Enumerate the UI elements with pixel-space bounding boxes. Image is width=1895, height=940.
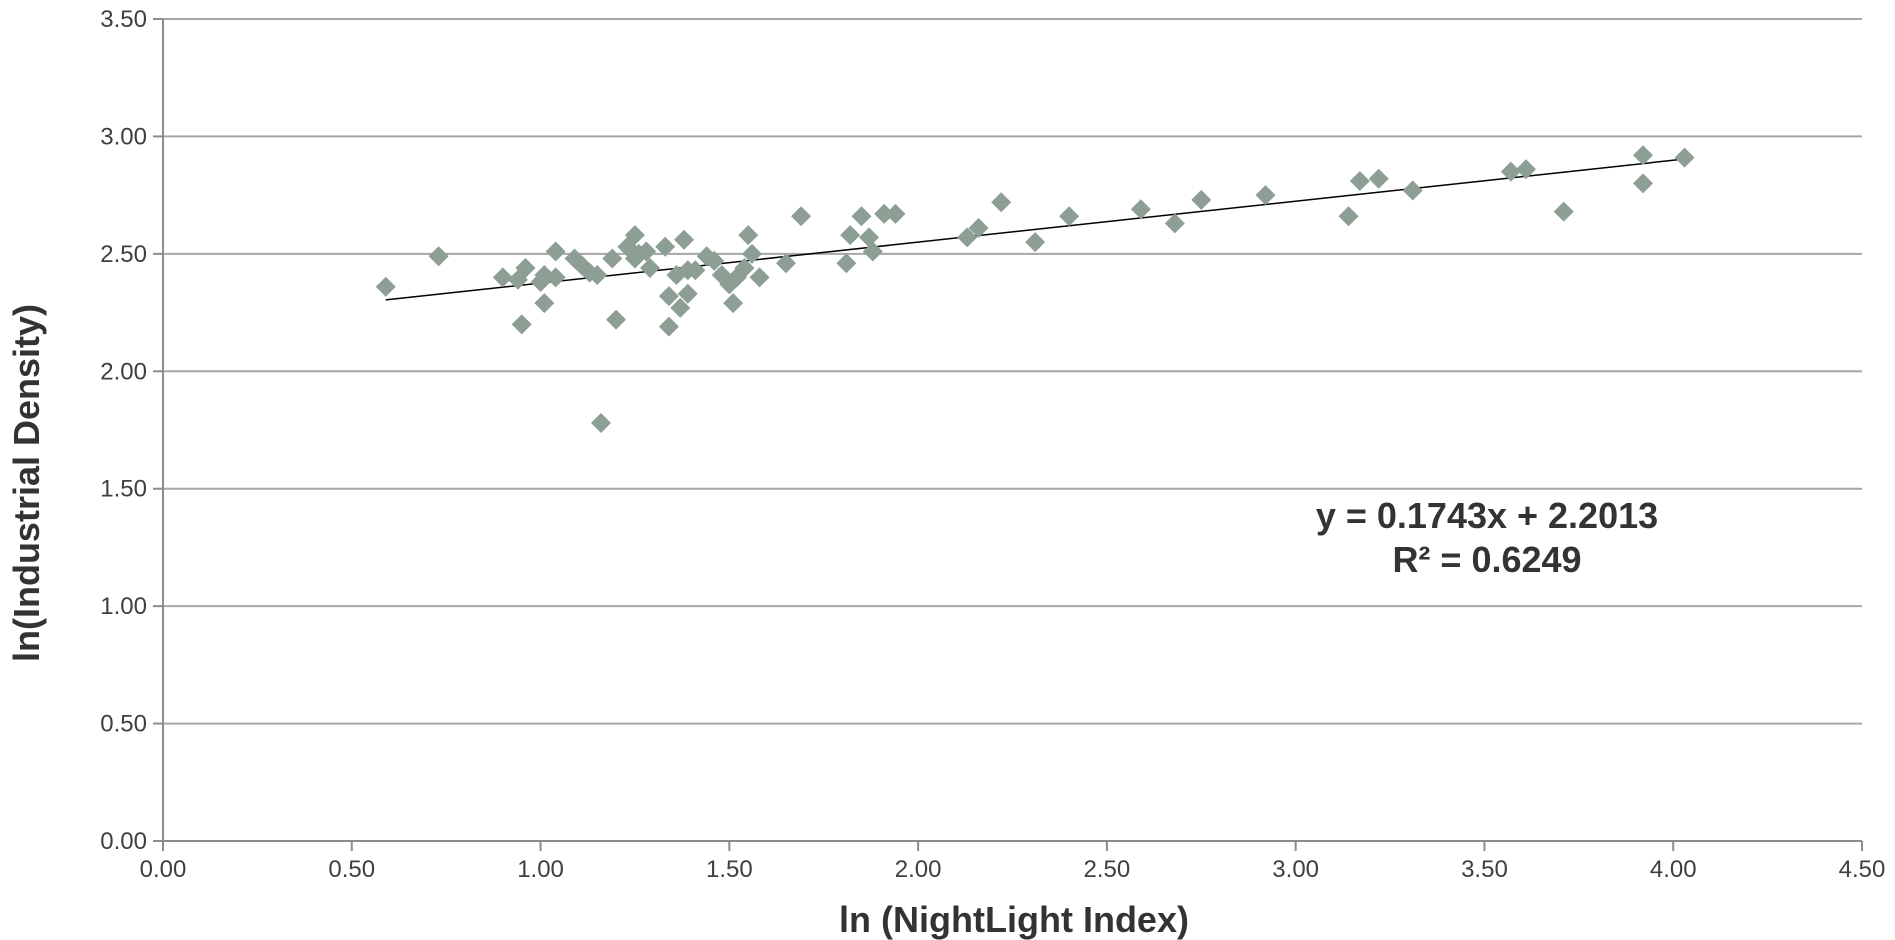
data-point bbox=[515, 257, 536, 278]
data-point bbox=[859, 227, 880, 248]
data-point bbox=[704, 250, 725, 271]
trendline bbox=[385, 158, 1685, 301]
data-point bbox=[851, 206, 872, 227]
data-point bbox=[685, 260, 706, 281]
data-point bbox=[1633, 173, 1654, 194]
y-tick-label: 3.50 bbox=[100, 6, 147, 33]
data-point bbox=[1130, 199, 1151, 220]
data-point bbox=[1349, 171, 1370, 192]
data-point bbox=[590, 412, 611, 433]
y-tick-label: 0.00 bbox=[100, 828, 147, 855]
data-point bbox=[1164, 213, 1185, 234]
data-point bbox=[1368, 168, 1389, 189]
data-point bbox=[670, 297, 691, 318]
trendline-equation: y = 0.1743x + 2.2013 bbox=[1316, 495, 1658, 536]
data-point bbox=[1025, 232, 1046, 253]
data-point bbox=[658, 316, 679, 337]
data-point bbox=[658, 286, 679, 307]
data-point bbox=[428, 246, 449, 267]
data-point bbox=[1255, 185, 1276, 206]
data-point bbox=[723, 293, 744, 314]
x-tick-label: 0.00 bbox=[140, 856, 187, 883]
data-point bbox=[738, 225, 759, 246]
data-point bbox=[640, 257, 661, 278]
trendline-layer bbox=[385, 158, 1685, 301]
data-point bbox=[545, 267, 566, 288]
x-tick-label: 1.50 bbox=[706, 856, 753, 883]
points-layer bbox=[375, 145, 1695, 433]
data-point bbox=[836, 253, 857, 274]
data-point bbox=[1191, 189, 1212, 210]
data-point bbox=[1553, 201, 1574, 222]
y-axis-title: ln(Industrial Density) bbox=[6, 304, 47, 662]
x-tick-label: 2.50 bbox=[1084, 856, 1131, 883]
data-point bbox=[375, 276, 396, 297]
data-point bbox=[534, 293, 555, 314]
data-point bbox=[674, 229, 695, 250]
data-point bbox=[741, 243, 762, 264]
data-point bbox=[862, 241, 883, 262]
data-point bbox=[677, 283, 698, 304]
x-tick-label: 2.00 bbox=[895, 856, 942, 883]
data-point bbox=[1674, 147, 1695, 168]
data-point bbox=[968, 218, 989, 239]
data-point bbox=[874, 203, 895, 224]
data-point bbox=[655, 236, 676, 257]
data-point bbox=[1515, 159, 1536, 180]
y-tick-label: 0.50 bbox=[100, 711, 147, 738]
data-point bbox=[1059, 206, 1080, 227]
ticks-layer: 0.00 0.50 1.00 1.50 2.00 2.50 3.00 3.50 0.00 0.50… bbox=[100, 6, 1885, 883]
data-point bbox=[636, 241, 657, 262]
x-tick-label: 0.50 bbox=[328, 856, 375, 883]
y-tick-label: 3.00 bbox=[100, 123, 147, 150]
data-point bbox=[602, 248, 623, 269]
data-point bbox=[1500, 161, 1521, 182]
x-tick-label: 3.00 bbox=[1272, 856, 1319, 883]
x-tick-label: 4.00 bbox=[1650, 856, 1697, 883]
data-point bbox=[1338, 206, 1359, 227]
axes-layer bbox=[162, 19, 1862, 842]
y-tick-label: 2.00 bbox=[100, 358, 147, 385]
data-point bbox=[1402, 180, 1423, 201]
y-tick-label: 1.50 bbox=[100, 476, 147, 503]
r-squared-label: R² = 0.6249 bbox=[1392, 539, 1581, 580]
data-point bbox=[734, 257, 755, 278]
data-point bbox=[624, 225, 645, 246]
data-point bbox=[545, 241, 566, 262]
x-tick-label: 3.50 bbox=[1461, 856, 1508, 883]
data-point bbox=[749, 267, 770, 288]
grid-layer bbox=[163, 18, 1862, 725]
data-point bbox=[885, 203, 906, 224]
x-tick-label: 1.00 bbox=[517, 856, 564, 883]
data-point bbox=[775, 253, 796, 274]
data-point bbox=[587, 264, 608, 285]
y-tick-label: 1.00 bbox=[100, 593, 147, 620]
y-tick-label: 2.50 bbox=[100, 241, 147, 268]
data-point bbox=[957, 227, 978, 248]
data-point bbox=[991, 192, 1012, 213]
data-point bbox=[1633, 145, 1654, 166]
data-point bbox=[840, 225, 861, 246]
x-axis-title: ln (NightLight Index) bbox=[839, 899, 1189, 940]
data-point bbox=[791, 206, 812, 227]
data-point bbox=[511, 314, 532, 335]
x-tick-label: 4.50 bbox=[1839, 856, 1886, 883]
data-point bbox=[606, 309, 627, 330]
data-point bbox=[492, 267, 513, 288]
